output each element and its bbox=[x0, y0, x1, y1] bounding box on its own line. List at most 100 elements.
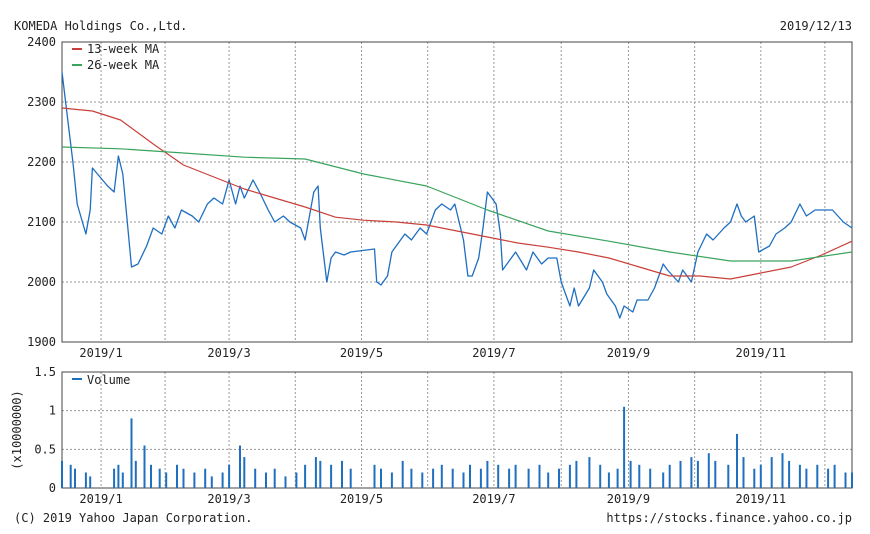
y-tick-label: 1900 bbox=[27, 335, 56, 349]
volume-bar bbox=[607, 472, 610, 488]
x-tick-label: 2019/11 bbox=[736, 346, 787, 360]
x-tick-label: 2019/7 bbox=[472, 492, 515, 506]
volume-bar bbox=[538, 464, 541, 488]
volume-bar bbox=[432, 468, 435, 488]
x-tick-label: 2019/9 bbox=[607, 346, 650, 360]
volume-bar bbox=[390, 472, 393, 488]
volume-bar bbox=[304, 464, 307, 488]
volume-bar bbox=[121, 472, 124, 488]
plot-frame bbox=[61, 41, 853, 343]
x-tick-label: 2019/1 bbox=[79, 346, 122, 360]
volume-bar bbox=[117, 464, 120, 488]
volume-bar bbox=[349, 468, 352, 488]
series-line-ma13 bbox=[61, 107, 853, 280]
volume-bar bbox=[629, 460, 632, 488]
volume-bar bbox=[410, 468, 413, 488]
volume-panel: 0 0.5 1 1.5 2019/1 2019/3 2019/5 2019/7 2019/9 20… bbox=[10, 365, 853, 506]
volume-bar bbox=[176, 464, 178, 488]
volume-bar bbox=[827, 468, 830, 488]
volume-bar bbox=[265, 472, 267, 488]
series-line-ma26 bbox=[61, 146, 853, 262]
volume-bar bbox=[373, 464, 376, 488]
volume-bar bbox=[514, 464, 517, 488]
volume-bar bbox=[788, 460, 791, 488]
volume-bar bbox=[204, 468, 207, 488]
volume-bar bbox=[798, 464, 801, 488]
volume-bar bbox=[805, 468, 808, 488]
x-tick-label: 2019/5 bbox=[340, 346, 383, 360]
volume-bar bbox=[314, 457, 317, 488]
volume-bar bbox=[469, 464, 471, 488]
y-axis-label: (x10000000) bbox=[10, 390, 24, 469]
volume-bar bbox=[668, 464, 671, 488]
legend-label-volume: Volume bbox=[87, 373, 130, 387]
volume-bar bbox=[319, 460, 322, 488]
volume-bar bbox=[273, 468, 276, 488]
volume-bar bbox=[696, 460, 699, 488]
volume-bar bbox=[781, 453, 784, 488]
y-tick-label: 1 bbox=[49, 404, 56, 418]
volume-bar bbox=[341, 460, 343, 488]
volume-bar bbox=[558, 468, 560, 488]
series-line-price bbox=[61, 71, 853, 319]
volume-bar bbox=[228, 464, 231, 488]
y-tick-label: 2300 bbox=[27, 95, 56, 109]
source-url[interactable]: https://stocks.finance.yahoo.co.jp bbox=[606, 511, 852, 525]
volume-bar bbox=[182, 468, 185, 488]
volume-bar bbox=[462, 472, 465, 488]
volume-bar bbox=[753, 468, 756, 488]
volume-bar bbox=[243, 457, 246, 488]
volume-bar bbox=[649, 468, 652, 488]
volume-bar bbox=[690, 457, 693, 488]
volume-bar bbox=[74, 468, 76, 488]
volume-bar bbox=[623, 406, 626, 488]
volume-bar bbox=[380, 468, 382, 488]
volume-bar bbox=[193, 472, 196, 488]
volume-bar bbox=[616, 468, 619, 488]
volume-bar bbox=[421, 472, 424, 488]
x-tick-label: 2019/7 bbox=[472, 346, 515, 360]
volume-bar bbox=[547, 472, 550, 488]
volume-bar bbox=[816, 464, 819, 488]
x-tick-label: 2019/3 bbox=[207, 492, 250, 506]
volume-bar bbox=[714, 460, 717, 488]
volume-bar bbox=[69, 464, 72, 488]
volume-bar bbox=[707, 453, 710, 488]
volume-bar bbox=[158, 468, 161, 488]
x-tick-label: 2019/5 bbox=[340, 492, 383, 506]
x-tick-label: 2019/3 bbox=[207, 346, 250, 360]
x-tick-label: 2019/1 bbox=[79, 492, 122, 506]
chart-date: 2019/12/13 bbox=[780, 19, 852, 33]
volume-bar bbox=[575, 460, 578, 488]
volume-bar bbox=[638, 464, 641, 488]
volume-bar bbox=[497, 464, 500, 488]
volume-bar bbox=[239, 445, 241, 488]
company-name: KOMEDA Holdings Co.,Ltd. bbox=[14, 19, 187, 33]
volume-bar bbox=[527, 468, 530, 488]
volume-bar bbox=[770, 457, 773, 488]
volume-bar bbox=[210, 476, 213, 488]
plot-frame bbox=[61, 371, 853, 489]
volume-bar bbox=[165, 472, 168, 488]
volume-bar bbox=[130, 418, 133, 488]
volume-bar bbox=[295, 472, 298, 488]
volume-bar bbox=[451, 468, 454, 488]
x-tick-label: 2019/11 bbox=[736, 492, 787, 506]
volume-bar bbox=[679, 460, 682, 488]
volume-bar bbox=[113, 468, 116, 488]
volume-bar bbox=[284, 476, 287, 488]
volume-bar bbox=[736, 433, 738, 488]
volume-bar bbox=[61, 460, 63, 488]
y-tick-label: 0 bbox=[49, 481, 56, 495]
volume-bar bbox=[84, 472, 87, 488]
y-tick-label: 2100 bbox=[27, 215, 56, 229]
volume-bar bbox=[479, 468, 482, 488]
y-tick-label: 1.5 bbox=[34, 365, 56, 379]
volume-bar bbox=[844, 472, 847, 488]
volume-bar bbox=[401, 460, 404, 488]
volume-bar bbox=[143, 445, 146, 488]
volume-bar bbox=[833, 464, 836, 488]
volume-bar bbox=[89, 476, 92, 488]
y-tick-label: 2000 bbox=[27, 275, 56, 289]
